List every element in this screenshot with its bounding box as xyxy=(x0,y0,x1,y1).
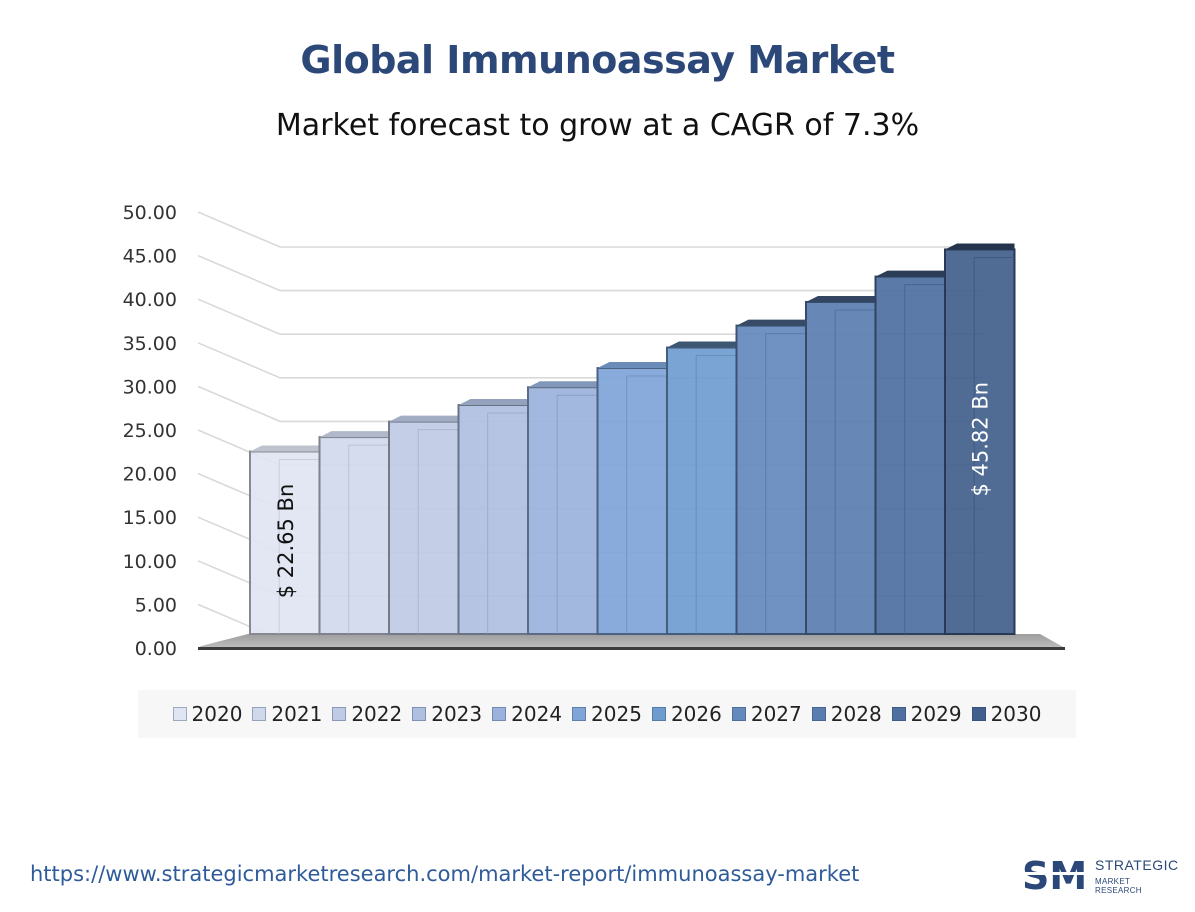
bar-2026 xyxy=(666,341,738,635)
legend-swatch xyxy=(332,707,347,721)
bar-top xyxy=(736,319,806,326)
bar-front xyxy=(249,450,321,635)
legend-item-2029: 2029 xyxy=(891,702,962,726)
legend-label: 2027 xyxy=(750,702,802,726)
bar-2025 xyxy=(596,362,668,635)
chart-floor xyxy=(198,634,1065,650)
legend-item-2020: 2020 xyxy=(172,702,243,726)
logo-text-market-research: MARKET RESEARCH xyxy=(1095,877,1142,895)
y-tick-label: 10.00 xyxy=(123,551,177,573)
data-labels: $ 22.65 Bn $ 45.82 Bn xyxy=(274,382,993,598)
legend-label: 2028 xyxy=(830,702,882,726)
bar-front xyxy=(874,275,946,635)
y-tick-label: 50.00 xyxy=(123,202,177,224)
bar-top xyxy=(875,270,945,277)
bar-top xyxy=(250,445,320,452)
bar-2028 xyxy=(805,295,877,635)
legend-label: 2026 xyxy=(670,702,722,726)
bar-top xyxy=(597,362,667,369)
legend-label: 2029 xyxy=(910,702,962,726)
legend-label: 2022 xyxy=(351,702,403,726)
source-url[interactable]: https://www.strategicmarketresearch.com/… xyxy=(30,862,860,886)
legend-swatch xyxy=(252,707,267,721)
y-tick-label: 20.00 xyxy=(123,464,177,486)
data-label-2020: $ 22.65 Bn xyxy=(274,484,298,599)
bar-2023 xyxy=(457,399,529,635)
y-tick-label: 0.00 xyxy=(135,638,177,660)
legend-label: 2030 xyxy=(990,702,1042,726)
bar-front xyxy=(388,420,460,635)
legend-label: 2020 xyxy=(191,702,243,726)
y-tick-label: 40.00 xyxy=(123,289,177,311)
y-tick-label: 5.00 xyxy=(135,594,177,616)
company-logo: SM STRATEGIC MARKET RESEARCH xyxy=(1022,855,1178,895)
legend-item-2026: 2026 xyxy=(651,702,722,726)
legend-swatch xyxy=(572,707,587,721)
legend-item-2025: 2025 xyxy=(572,702,642,726)
legend-swatch xyxy=(731,707,746,721)
legend-swatch xyxy=(811,707,826,721)
logo-text-strategic: STRATEGIC xyxy=(1095,857,1179,873)
data-label-2030: $ 45.82 Bn xyxy=(969,382,993,497)
bar-top xyxy=(945,243,1015,250)
legend-item-2022: 2022 xyxy=(332,702,402,726)
bar-front xyxy=(735,324,807,635)
bar-top xyxy=(528,381,598,388)
bar-top xyxy=(389,415,459,422)
bar-2027 xyxy=(735,319,807,635)
bar-front xyxy=(527,386,599,635)
legend-item-2024: 2024 xyxy=(492,702,562,726)
bar-front xyxy=(318,436,390,635)
legend-item-2023: 2023 xyxy=(412,702,482,726)
legend-swatch xyxy=(891,707,906,721)
gridline xyxy=(197,211,985,248)
bar-2029 xyxy=(874,270,946,635)
gridline xyxy=(197,254,985,292)
chart-subtitle: Market forecast to grow at a CAGR of 7.3… xyxy=(275,108,920,143)
legend-label: 2025 xyxy=(591,702,642,726)
legend-swatch xyxy=(651,707,666,721)
bar-2030 xyxy=(944,243,1016,636)
legend-label: 2024 xyxy=(511,702,563,726)
legend-item-2021: 2021 xyxy=(252,702,322,726)
legend-item-2028: 2028 xyxy=(811,702,882,726)
bar-2022 xyxy=(388,415,460,635)
legend-swatch xyxy=(971,707,986,721)
bar-front xyxy=(805,300,877,635)
legend-swatch xyxy=(412,707,427,721)
bar-2020 xyxy=(249,445,321,635)
sm-logo-icon: SM xyxy=(1022,855,1090,895)
legend: 2020 2021 2022 2023 2024 2025 2026 2027 2028 2029… xyxy=(138,690,1076,738)
bar-2024 xyxy=(527,381,599,635)
legend-item-2030: 2030 xyxy=(971,702,1042,726)
y-tick-label: 45.00 xyxy=(123,246,177,268)
legend-label: 2023 xyxy=(431,702,483,726)
bar-top xyxy=(806,295,876,302)
y-axis-ticks: 0.00 5.00 10.00 15.00 20.00 25.00 30.00 35.00 40… xyxy=(123,202,177,660)
bar-front xyxy=(596,367,668,635)
legend-swatch xyxy=(172,707,187,721)
y-tick-label: 30.00 xyxy=(123,376,177,398)
bars xyxy=(249,243,1016,636)
y-tick-label: 35.00 xyxy=(123,333,177,355)
chart-title: Global Immunoassay Market xyxy=(300,38,895,82)
bar-front xyxy=(457,404,529,635)
bar-front xyxy=(666,346,738,635)
legend-label: 2021 xyxy=(271,702,323,726)
bar-2021 xyxy=(318,431,390,635)
bar-top xyxy=(458,399,528,406)
y-tick-label: 25.00 xyxy=(123,420,177,442)
bar-top xyxy=(319,431,389,438)
legend-swatch xyxy=(492,707,507,721)
floor-surface xyxy=(198,634,1065,648)
bar-chart: 0.00 5.00 10.00 15.00 20.00 25.00 30.00 35.00 40… xyxy=(123,202,1065,660)
y-tick-label: 15.00 xyxy=(123,507,177,529)
bar-top xyxy=(667,341,737,348)
legend-item-2027: 2027 xyxy=(731,702,802,726)
